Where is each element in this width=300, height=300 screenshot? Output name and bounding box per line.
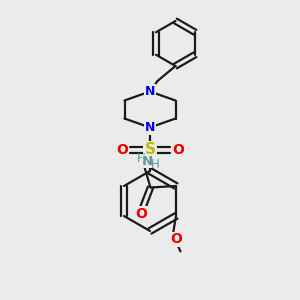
Text: N: N [145, 85, 155, 98]
Text: O: O [136, 207, 147, 220]
Text: H: H [151, 158, 159, 171]
Text: N: N [145, 121, 155, 134]
Text: H: H [137, 152, 146, 165]
Text: O: O [172, 143, 184, 157]
Text: O: O [170, 232, 182, 246]
Text: O: O [116, 143, 128, 157]
Text: S: S [145, 142, 155, 158]
Text: N: N [142, 155, 153, 168]
